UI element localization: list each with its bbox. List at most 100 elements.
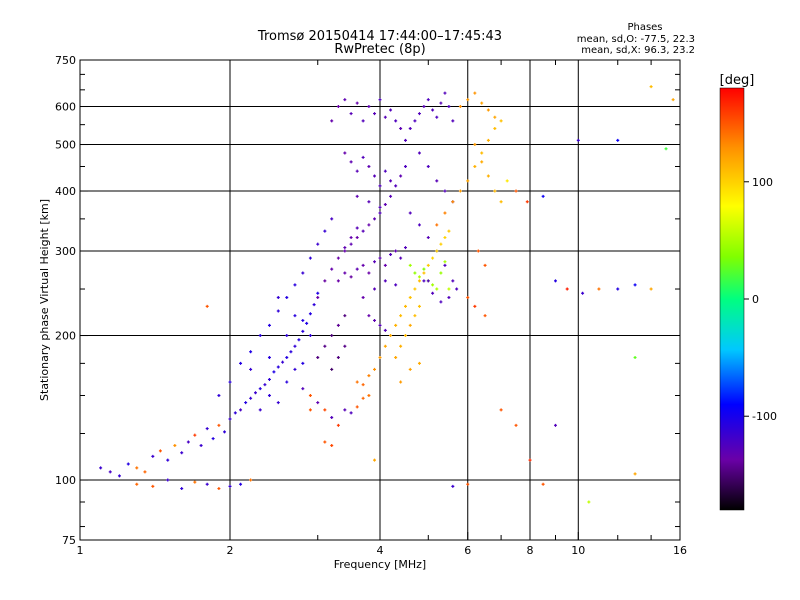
data-point — [417, 361, 421, 365]
data-point — [553, 279, 557, 283]
data-point — [458, 189, 462, 193]
data-point — [541, 482, 545, 486]
data-point — [330, 367, 334, 371]
data-point — [649, 287, 653, 291]
data-point — [301, 318, 305, 322]
y-axis-label: Stationary phase Virtual Height [km] — [38, 199, 51, 401]
data-point — [394, 283, 398, 287]
y-tick-label: 750 — [55, 54, 76, 67]
x-tick-label: 10 — [571, 544, 585, 557]
data-point — [422, 271, 426, 275]
data-point — [413, 287, 417, 291]
data-point — [394, 119, 398, 123]
data-point — [389, 334, 393, 338]
data-point — [443, 211, 447, 215]
data-point — [383, 115, 387, 119]
data-point — [316, 242, 320, 246]
data-point — [349, 242, 353, 246]
data-point — [486, 108, 490, 112]
data-point — [249, 350, 253, 354]
data-point — [361, 229, 365, 233]
data-point — [378, 184, 382, 188]
data-point — [389, 253, 393, 257]
data-point — [361, 396, 365, 400]
data-point — [263, 383, 267, 387]
data-point — [408, 126, 412, 130]
data-point — [281, 360, 285, 364]
data-point — [383, 328, 387, 332]
data-point — [355, 194, 359, 198]
data-point — [435, 249, 439, 253]
data-point — [439, 242, 443, 246]
data-point — [301, 361, 305, 365]
data-point — [399, 174, 403, 178]
y-tick-label: 500 — [55, 139, 76, 152]
data-point — [367, 374, 371, 378]
data-point — [493, 189, 497, 193]
data-point — [343, 246, 347, 250]
data-point — [336, 105, 340, 109]
data-point — [505, 179, 509, 183]
data-point — [378, 323, 382, 327]
data-point — [417, 275, 421, 279]
data-point — [361, 296, 365, 300]
data-point — [233, 411, 237, 415]
data-point — [394, 355, 398, 359]
data-point — [553, 423, 557, 427]
data-point — [217, 423, 221, 427]
data-point — [399, 126, 403, 130]
y-tick-label: 200 — [55, 330, 76, 343]
colorbar — [719, 87, 745, 511]
data-point — [367, 223, 371, 227]
data-point — [473, 164, 477, 168]
data-point — [330, 415, 334, 419]
data-point — [249, 367, 253, 371]
data-point — [389, 108, 393, 112]
stats-line-o: mean, sd,O: -77.5, 22.3 — [577, 34, 695, 45]
data-point — [211, 437, 215, 441]
data-point — [228, 417, 232, 421]
data-point — [466, 98, 470, 102]
y-ticks: 75 100 200 300 400 500 600 750 — [55, 54, 88, 547]
data-point — [166, 458, 170, 462]
data-point — [336, 256, 340, 260]
data-point — [480, 151, 484, 155]
data-point — [336, 355, 340, 359]
data-point — [285, 334, 289, 338]
data-point — [293, 344, 297, 348]
data-point — [158, 449, 162, 453]
data-point — [483, 263, 487, 267]
data-point — [439, 271, 443, 275]
data-point — [308, 334, 312, 338]
data-point — [316, 355, 320, 359]
data-point — [349, 411, 353, 415]
data-point — [383, 202, 387, 206]
data-point — [355, 267, 359, 271]
data-point — [447, 105, 451, 109]
data-point — [308, 256, 312, 260]
data-point — [597, 287, 601, 291]
data-point — [293, 367, 297, 371]
data-point — [499, 200, 503, 204]
data-point — [355, 101, 359, 105]
data-point — [355, 380, 359, 384]
data-point — [447, 229, 451, 233]
data-point — [343, 249, 347, 253]
data-point — [581, 291, 585, 295]
data-point — [349, 275, 353, 279]
data-point — [267, 355, 271, 359]
data-point — [378, 98, 382, 102]
data-point — [649, 85, 653, 89]
data-point — [143, 470, 147, 474]
data-point — [426, 263, 430, 267]
data-point — [186, 440, 190, 444]
colorbar-ticks: 100 0 -100 — [744, 176, 777, 423]
data-point — [267, 394, 271, 398]
data-point — [99, 466, 103, 470]
data-point — [361, 263, 365, 267]
data-point — [408, 211, 412, 215]
data-point — [276, 296, 280, 300]
data-point — [408, 367, 412, 371]
data-point — [223, 430, 227, 434]
data-point — [323, 344, 327, 348]
